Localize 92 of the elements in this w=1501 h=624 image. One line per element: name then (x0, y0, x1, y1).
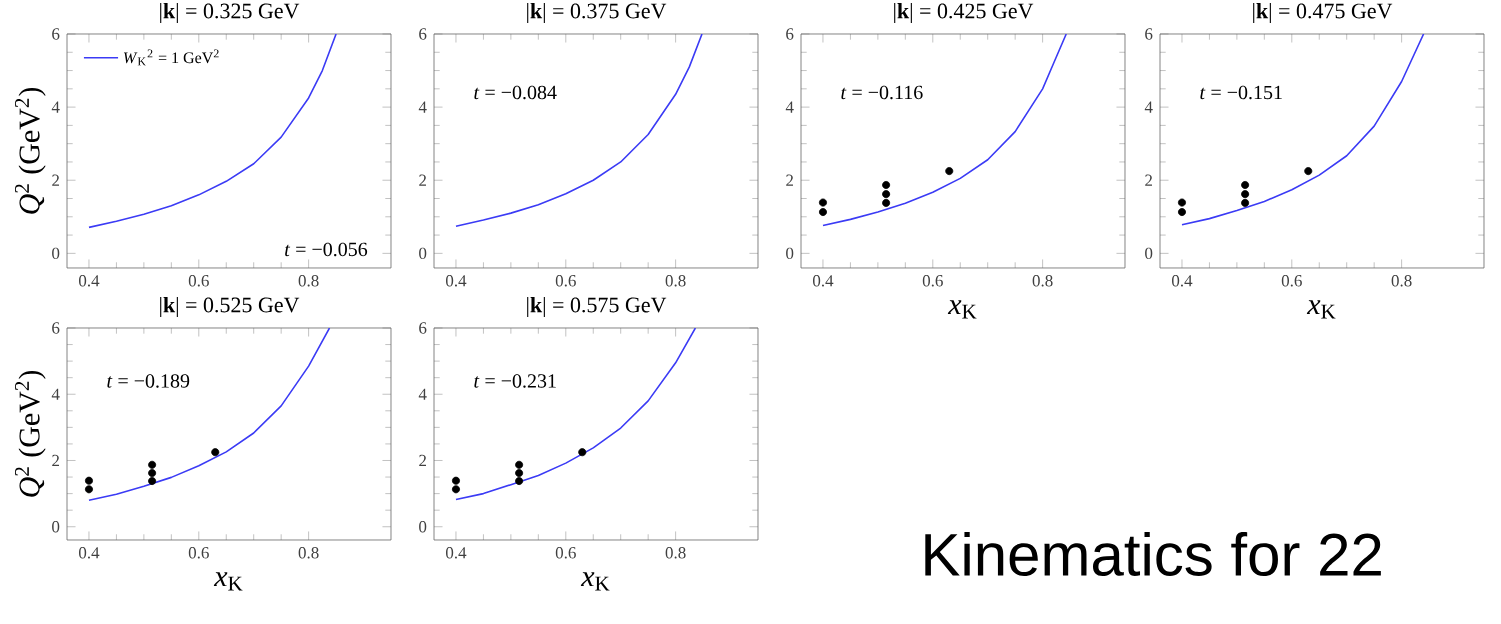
y-tick-label: 0 (419, 521, 427, 533)
y-tick-label: 6 (52, 322, 60, 334)
point (84, 476, 93, 485)
chart-title: |k| = 0.525 GeV (160, 296, 300, 317)
x-tick-label: 0.6 (922, 275, 943, 287)
x-tick-label: 0.6 (188, 547, 209, 559)
x-tick-label: 0.8 (298, 275, 319, 287)
x-tick-label: 0.4 (446, 275, 467, 287)
point (451, 476, 460, 485)
line-series (455, 328, 697, 501)
point (515, 460, 524, 469)
x-axis-title: x$_{K}$ (580, 572, 610, 591)
x-tick-label: 0.4 (1172, 275, 1193, 287)
y-tick-label: 0 (786, 247, 794, 260)
point (818, 208, 827, 217)
x-axis-title: x$_{K}$ (947, 300, 977, 319)
chart-title: |k| = 0.425 GeV (894, 2, 1034, 23)
point (818, 198, 827, 207)
y-tick-label: 0 (52, 247, 60, 260)
point (515, 477, 524, 486)
y-tick-label: 4 (51, 388, 60, 400)
y-tick-label: 4 (1144, 101, 1153, 113)
point (148, 477, 157, 486)
y-tick-label: 6 (786, 28, 794, 40)
point (1177, 198, 1186, 207)
y-tick-label: 2 (1145, 174, 1152, 186)
x-tick-label: 0.6 (1281, 275, 1302, 287)
x-tick-label: 0.8 (1032, 275, 1053, 287)
point (148, 460, 157, 469)
point (84, 485, 93, 494)
y-axis-title: Q$^{2}$ (GeV$^{2}$) (14, 370, 46, 497)
y-tick-label: 4 (418, 101, 427, 113)
line-series (88, 328, 331, 502)
x-axis-title: x$_{K}$ (1306, 300, 1336, 319)
x-tick-label: 0.6 (555, 275, 576, 287)
point (1304, 167, 1313, 176)
point (211, 448, 220, 457)
y-tick-label: 2 (52, 174, 59, 186)
point (1241, 198, 1250, 207)
point (1241, 180, 1250, 189)
legend-label: W$_{K}$$^{2}$ = 1 GeV$^{2}$ (123, 49, 219, 66)
y-tick-label: 6 (419, 322, 427, 334)
annotation: t = −0.151 (1200, 85, 1282, 100)
point (148, 469, 157, 478)
y-tick-label: 0 (1145, 247, 1153, 260)
point (451, 485, 460, 494)
y-tick-label: 0 (52, 521, 60, 533)
x-tick-label: 0.8 (665, 275, 686, 287)
annotation: t = −0.116 (841, 85, 923, 100)
y-tick-label: 0 (419, 247, 427, 260)
x-axis-title: x$_{K}$ (213, 572, 243, 591)
x-tick-label: 0.4 (813, 275, 834, 287)
x-tick-label: 0.4 (79, 275, 100, 287)
line-series (1181, 33, 1425, 226)
annotation: t = −0.056 (285, 242, 368, 257)
annotation: t = −0.189 (107, 374, 190, 388)
text: Kinematics for 22 (925, 531, 1381, 577)
y-tick-label: 4 (785, 101, 794, 113)
point (882, 180, 891, 189)
y-tick-label: 2 (786, 174, 793, 186)
chart-title: |k| = 0.575 GeV (527, 296, 667, 317)
y-tick-label: 6 (1145, 28, 1153, 40)
point (882, 190, 891, 199)
line-series (88, 33, 337, 229)
point (945, 167, 954, 176)
chart-title: |k| = 0.375 GeV (527, 2, 667, 23)
line-series (822, 33, 1068, 227)
y-axis-title: Q$^{2}$ (GeV$^{2}$) (14, 87, 46, 214)
point (578, 448, 587, 457)
x-tick-label: 0.4 (446, 547, 467, 559)
x-tick-label: 0.8 (665, 547, 686, 559)
line-series (455, 33, 703, 228)
y-tick-label: 2 (419, 454, 426, 467)
y-tick-label: 4 (418, 388, 427, 400)
point (1177, 208, 1186, 217)
x-tick-label: 0.4 (79, 547, 100, 559)
x-tick-label: 0.6 (188, 275, 209, 287)
x-tick-label: 0.8 (1391, 275, 1412, 287)
point (882, 198, 891, 207)
y-tick-label: 6 (419, 28, 427, 40)
x-tick-label: 0.8 (298, 547, 319, 559)
annotation: t = −0.231 (474, 374, 556, 388)
point (1241, 190, 1250, 199)
point (515, 469, 524, 478)
y-tick-label: 6 (52, 28, 60, 40)
y-tick-label: 2 (419, 174, 426, 186)
x-tick-label: 0.6 (555, 547, 576, 559)
chart-title: |k| = 0.475 GeV (1253, 2, 1393, 23)
chart-title: |k| = 0.325 GeV (160, 2, 300, 23)
y-tick-label: 4 (51, 101, 60, 113)
annotation: t = −0.084 (474, 85, 557, 100)
y-tick-label: 2 (52, 454, 59, 467)
